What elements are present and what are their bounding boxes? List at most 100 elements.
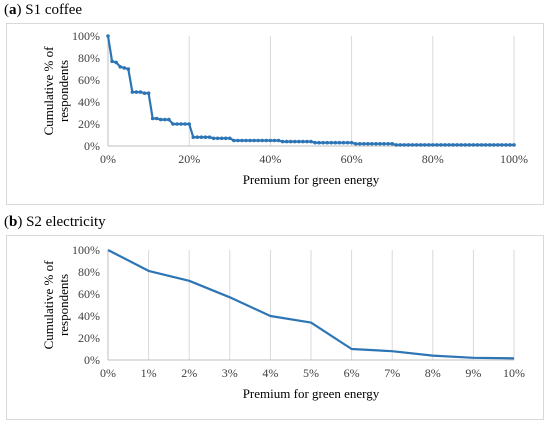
data-point [382,142,386,146]
x-tick-label: 7% [384,366,400,380]
data-point [175,122,179,126]
data-point [309,139,313,144]
data-point [491,143,496,147]
y-tick-label: 60% [78,73,100,87]
data-point [244,138,248,143]
data-point [305,139,309,144]
x-tick-label: 80% [422,152,444,166]
data-point [370,142,374,146]
data-point [199,135,204,139]
data-point [142,91,147,95]
data-point [207,135,212,139]
data-point [463,143,468,147]
data-point [297,139,301,144]
data-point [349,140,354,145]
y-tick-label: 20% [78,117,100,131]
y-axis-title: Cumulative % of respondents [41,46,71,135]
chart-b-svg: 0% 20% 40% 60% 80% 100% 0% 1% 2% 3% 4% 5% 6% 7% 8% 9% 10… [41,243,525,401]
data-point [435,143,439,147]
data-point [500,143,504,147]
data-point [333,140,338,145]
y-tick-label: 40% [78,309,100,323]
data-point [471,143,476,147]
data-point [317,140,321,145]
data-point [406,143,411,147]
panel-a-letter: a [9,2,17,18]
data-point [447,143,451,147]
data-point [179,122,183,126]
data-point [158,117,163,122]
chart-a-frame: 0% 20% 40% 60% 80% 100% 0% 20% 40% 60% 80% 100% Prem… [6,23,544,205]
data-point [439,143,443,147]
series-line [106,35,514,147]
data-point [110,59,114,64]
data-point [475,143,480,147]
data-point [171,122,175,126]
y-tick-label: 80% [78,265,100,279]
data-point [252,138,256,143]
data-point [191,135,196,139]
data-point [487,143,492,147]
x-tick-label: 10% [503,366,525,380]
x-tick-label: 100% [500,152,528,166]
data-point [321,140,325,145]
x-tick-label: 3% [222,366,238,380]
data-point [256,138,261,143]
data-point [483,143,488,147]
y-tick-label: 100% [72,243,100,257]
panel-b-title: (b) S2 electricity [4,214,106,230]
chart-b-frame: 0% 20% 40% 60% 80% 100% 0% 1% 2% 3% 4% 5% 6% 7% 8% 9% 10… [6,235,544,420]
data-point [248,138,252,143]
data-point [228,136,232,141]
data-point [150,116,155,121]
data-point [106,34,110,38]
x-tick-label: 4% [262,366,278,380]
data-point [378,142,382,146]
y-tick-label: 100% [72,29,100,43]
data-point [495,143,500,147]
data-point [410,143,415,147]
data-point [394,143,399,147]
data-point [386,142,390,146]
x-tick-label: 9% [465,366,481,380]
data-point [467,143,472,147]
data-point [154,116,159,121]
data-point [122,66,127,70]
data-point [508,143,512,147]
data-point [219,136,224,141]
data-point [232,138,236,143]
data-point [402,143,407,147]
data-point [313,140,317,145]
x-tick-label: 40% [259,152,281,166]
data-point [345,140,350,145]
data-point [426,143,431,147]
x-axis-title: Premium for green energy [243,172,380,187]
series-line [107,249,515,360]
data-point [329,140,334,145]
x-tick-label: 2% [181,366,197,380]
x-tick-label: 0% [100,366,116,380]
data-point [479,143,484,147]
data-point [357,142,362,146]
data-point [240,138,244,143]
data-point [414,143,419,147]
data-point [126,67,131,71]
y-tick-label: 20% [78,331,100,345]
data-point [146,91,151,95]
y-tick-label: 80% [78,51,100,65]
data-point [353,142,358,146]
data-point [443,143,447,147]
data-point [390,142,395,146]
y-tick-label: 40% [78,95,100,109]
data-point [264,138,269,143]
data-point [138,90,143,94]
data-point [260,138,265,143]
data-point [114,60,118,65]
y-tick-label: 0% [84,353,100,367]
data-point [512,143,516,147]
panel-b-name: S2 electricity [26,214,106,230]
chart-a-svg: 0% 20% 40% 60% 80% 100% 0% 20% 40% 60% 80% 100% Prem… [41,29,528,187]
data-point [236,138,240,143]
data-point [280,139,285,144]
data-point [451,143,455,147]
